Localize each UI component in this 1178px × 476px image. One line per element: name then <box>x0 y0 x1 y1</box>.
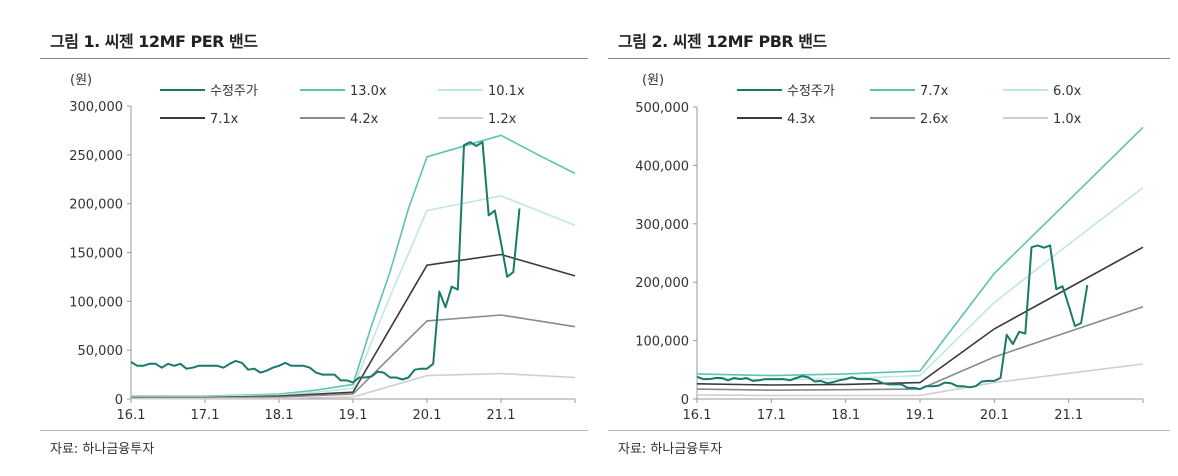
chart1-y-tick-label: 100,000 <box>69 295 123 310</box>
chart2-y-tick-label: 100,000 <box>635 335 689 350</box>
chart1-legend-label: 1.2x <box>488 112 517 127</box>
chart2-series-line-1.0x <box>696 363 1144 397</box>
chart2-legend-label: 1.0x <box>1053 112 1082 127</box>
chart1-group: (원) 0 50,000 100,000 150,000 200,000 250,000 30… <box>69 73 576 423</box>
chart1-y-tick-label: 250,000 <box>69 149 123 164</box>
chart2-x-tick-label: 19.1 <box>906 408 935 423</box>
chart2-source: 자료: 하나금융투자 <box>618 442 723 457</box>
chart1-y-tick-label: 300,000 <box>69 100 123 115</box>
chart2-y-axis-unit: (원) <box>642 73 664 88</box>
chart1-x-tick-label: 20.1 <box>413 408 442 423</box>
chart2-x-tick-label: 16.1 <box>683 408 712 423</box>
chart2-y-tick-label: 400,000 <box>635 159 689 174</box>
chart1-source-divider <box>40 430 588 431</box>
chart1-y-tick-label: 200,000 <box>69 198 123 213</box>
chart2-series-line-4.3x <box>696 246 1144 386</box>
chart1-legend-label: 10.1x <box>488 84 525 99</box>
chart2-series-line-2.6x <box>696 305 1144 391</box>
chart1-x-tick-label: 17.1 <box>191 408 220 423</box>
chart1-series-line-1.2x <box>130 372 576 400</box>
chart2-x-tick-label: 17.1 <box>757 408 786 423</box>
chart1-source: 자료: 하나금융투자 <box>50 442 155 457</box>
chart2-y-tick-label: 0 <box>681 393 689 408</box>
chart2-legend-label: 수정주가 <box>787 84 835 99</box>
chart2-y-tick-label: 200,000 <box>635 276 689 291</box>
chart1-title-divider <box>40 58 588 59</box>
chart1-y-tick-label: 50,000 <box>78 344 124 359</box>
chart2-series-line-7.7x <box>696 126 1144 377</box>
chart1-y-axis-unit: (원) <box>70 73 92 88</box>
chart2-y-tick-label: 500,000 <box>635 101 689 116</box>
chart2-legend-label: 7.7x <box>920 84 949 99</box>
chart1-series-line-4.2x <box>131 314 576 399</box>
chart1-legend-label: 수정주가 <box>210 84 258 99</box>
chart1-title: 그림 1. 씨젠 12MF PER 밴드 <box>50 32 258 51</box>
chart2-source-divider <box>608 430 1170 431</box>
chart2-legend-label: 6.0x <box>1053 84 1082 99</box>
chart2-x-tick-label: 21.1 <box>1054 408 1083 423</box>
chart1-x-tick-label: 18.1 <box>265 408 294 423</box>
chart1-legend-label: 13.0x <box>350 84 387 99</box>
chart1-y-tick-label: 150,000 <box>69 247 123 262</box>
chart2-legend-label: 2.6x <box>920 112 949 127</box>
chart1-y-tick-label: 0 <box>115 393 123 408</box>
chart2-title: 그림 2. 씨젠 12MF PBR 밴드 <box>618 32 827 51</box>
chart2-y-tick-label: 300,000 <box>635 218 689 233</box>
chart2-legend-label: 4.3x <box>787 112 816 127</box>
chart1-series-line-수정주가 <box>130 141 521 384</box>
chart1-x-tick-label: 19.1 <box>339 408 368 423</box>
chart1-x-tick-label: 16.1 <box>117 408 146 423</box>
chart1-series-line-10.1x <box>131 195 576 398</box>
chart2-group: (원) 0 100,000 200,000 300,000 400,000 500,000 1… <box>635 73 1144 423</box>
chart2-title-divider <box>608 58 1170 59</box>
chart2-series-line-수정주가 <box>696 244 1089 391</box>
chart1-series-line-13.0x <box>131 134 576 397</box>
chart1-legend-label: 7.1x <box>210 112 239 127</box>
chart2-x-tick-label: 18.1 <box>831 408 860 423</box>
chart1-legend-label: 4.2x <box>350 112 379 127</box>
chart1-x-tick-label: 21.1 <box>487 408 516 423</box>
chart2-x-tick-label: 20.1 <box>980 408 1009 423</box>
